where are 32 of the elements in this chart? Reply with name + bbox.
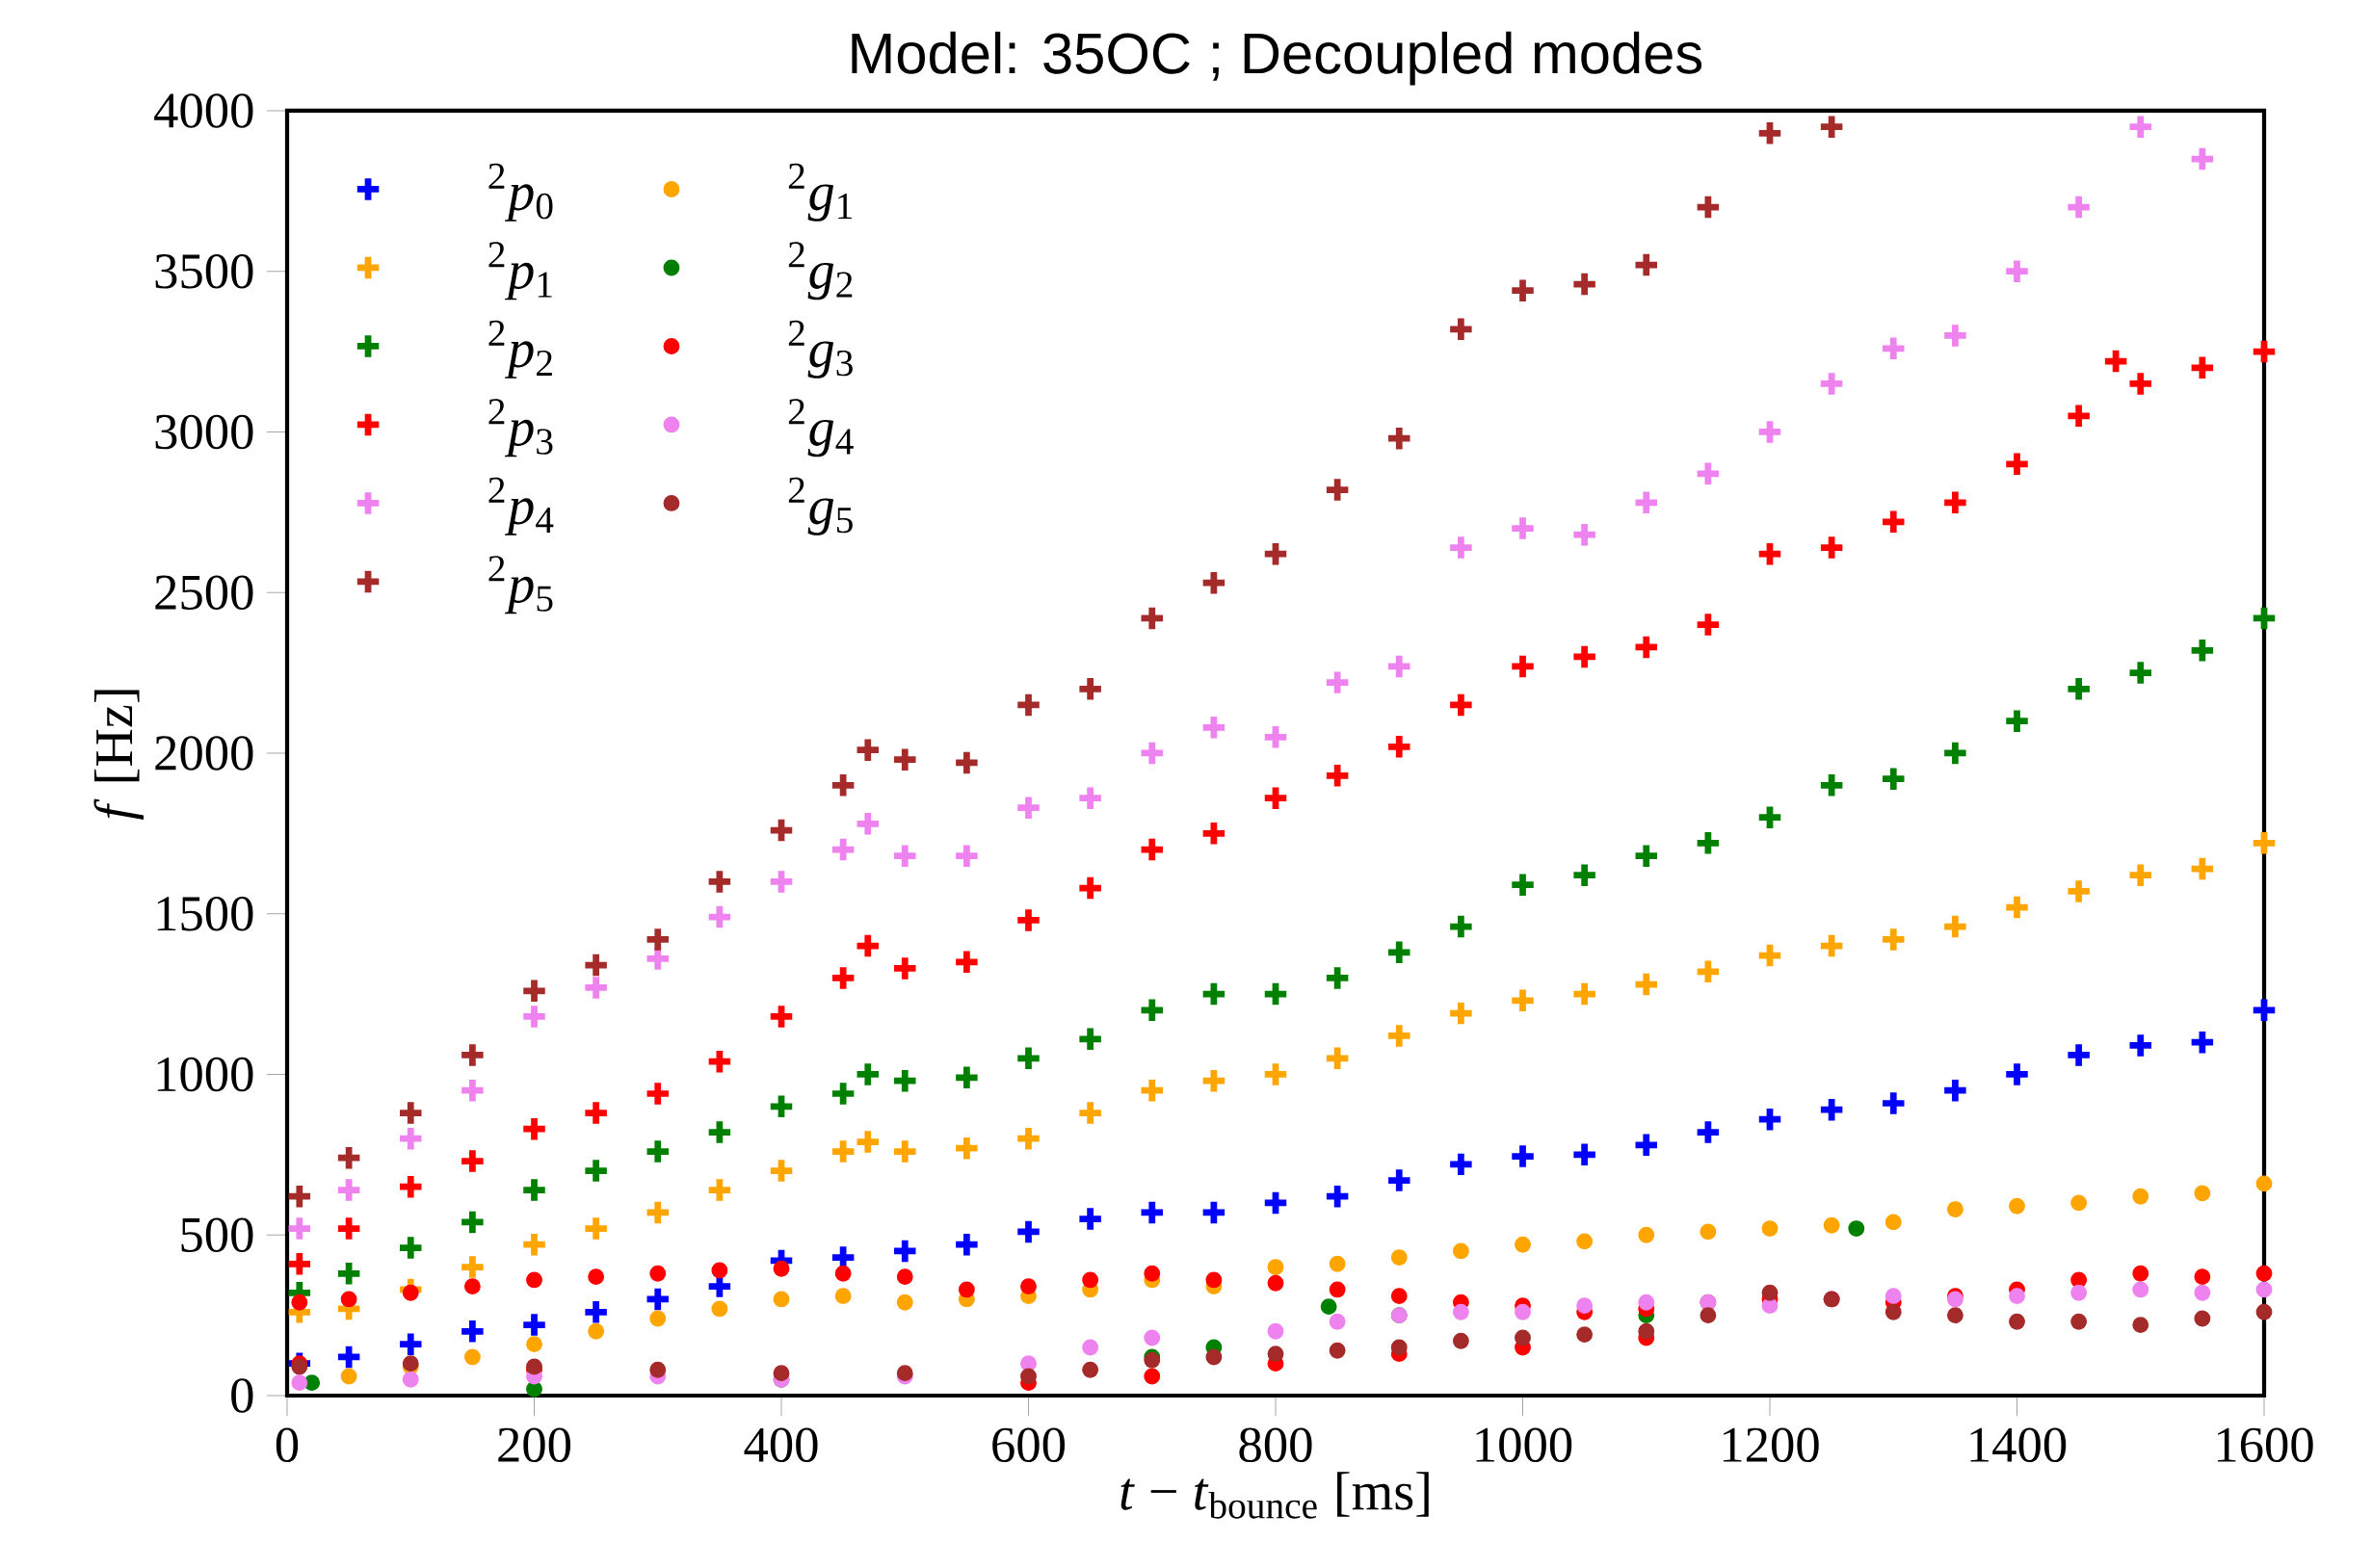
legend-label: $^{2}$g$_{4}$	[788, 399, 854, 457]
x-axis-title: t − t$_{bounce}$ [ms]	[1120, 1472, 1429, 1519]
legend-label: $^{2}$p$_{2}$	[488, 320, 552, 379]
legend-label: $^{2}$g$_{3}$	[788, 320, 853, 379]
y-tick-label: 1500	[157, 896, 253, 931]
legend-label: $^{2}$p$_{1}$	[488, 242, 552, 301]
legend-label: $^{2}$p$_{4}$	[488, 477, 554, 536]
x-tick-label: 800	[1239, 1427, 1312, 1463]
y-axis-title: f [Hz]	[93, 690, 144, 820]
x-tick-label: 1200	[1723, 1427, 1819, 1463]
x-tick-label: 1600	[2217, 1427, 2313, 1463]
y-tick-label: 1000	[157, 1057, 253, 1092]
y-tick-label: 0	[231, 1378, 253, 1413]
x-tick-label: 1000	[1476, 1427, 1572, 1463]
legend-label: $^{2}$g$_{2}$	[788, 242, 853, 301]
legend-label: $^{2}$g$_{1}$	[788, 163, 853, 222]
x-tick-label: 200	[498, 1427, 571, 1463]
chart-title: Model: 35OC ; Decoupled modes	[852, 31, 1702, 86]
y-tick-label: 500	[181, 1217, 253, 1253]
x-tick-label: 0	[276, 1427, 299, 1463]
legend-label: $^{2}$p$_{0}$	[488, 163, 553, 222]
x-tick-label: 600	[992, 1427, 1066, 1463]
y-tick-label: 3000	[155, 414, 253, 450]
legend-label: $^{2}$p$_{5}$	[488, 556, 553, 614]
legend-label: $^{2}$g$_{5}$	[788, 477, 853, 536]
y-tick-label: 3500	[155, 253, 253, 289]
x-tick-label: 400	[744, 1427, 818, 1463]
y-tick-label: 2500	[155, 575, 253, 611]
x-tick-label: 1400	[1970, 1427, 2067, 1463]
y-tick-label: 4000	[154, 93, 253, 128]
legend-label: $^{2}$p$_{3}$	[488, 399, 553, 457]
y-tick-label: 2000	[155, 736, 253, 771]
